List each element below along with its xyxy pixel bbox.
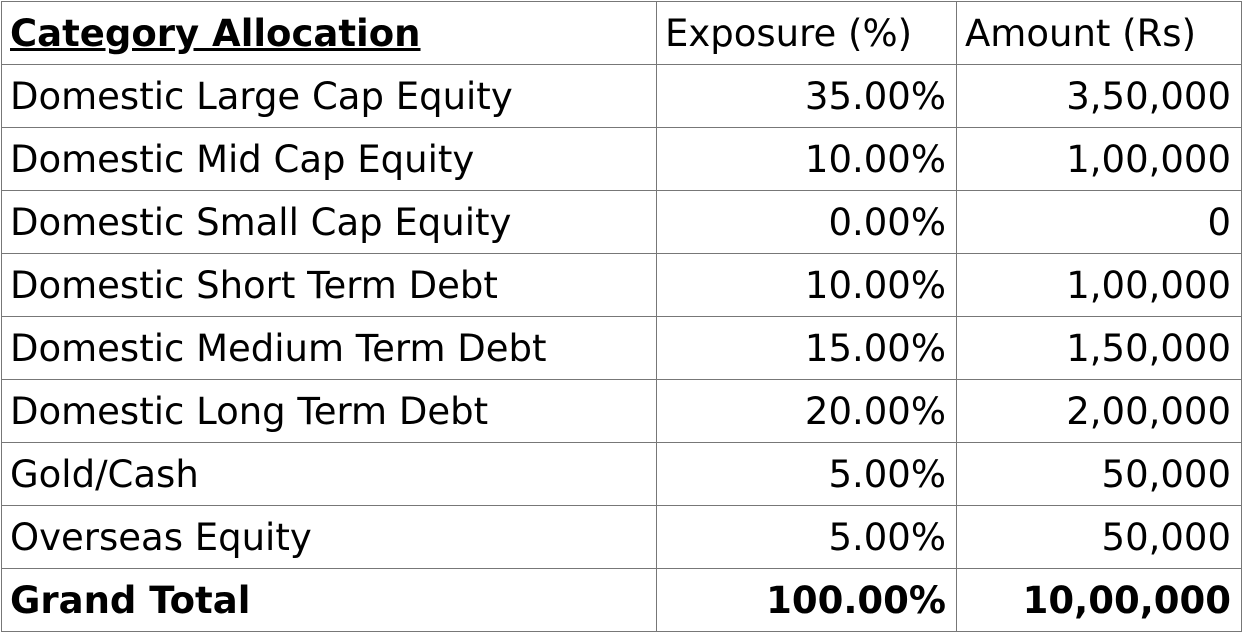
row-exposure: 15.00%: [656, 316, 957, 380]
row-category: Gold/Cash: [1, 442, 657, 506]
row-category: Domestic Large Cap Equity: [1, 64, 657, 128]
table-row: Overseas Equity 5.00% 50,000: [1, 505, 1242, 569]
row-category: Domestic Mid Cap Equity: [1, 127, 657, 191]
row-exposure: 10.00%: [656, 253, 957, 317]
table-row: Domestic Small Cap Equity 0.00% 0: [1, 190, 1242, 254]
row-amount: 1,00,000: [956, 253, 1242, 317]
row-exposure: 10.00%: [656, 127, 957, 191]
row-exposure: 5.00%: [656, 505, 957, 569]
header-amount: Amount (Rs): [956, 1, 1242, 65]
row-exposure: 20.00%: [656, 379, 957, 443]
table-row: Domestic Short Term Debt 10.00% 1,00,000: [1, 253, 1242, 317]
row-category: Overseas Equity: [1, 505, 657, 569]
header-exposure: Exposure (%): [656, 1, 957, 65]
row-amount: 50,000: [956, 505, 1242, 569]
total-exposure: 100.00%: [656, 568, 957, 632]
total-category: Grand Total: [1, 568, 657, 632]
header-category-label: Category Allocation: [10, 11, 421, 55]
row-exposure: 5.00%: [656, 442, 957, 506]
row-category: Domestic Small Cap Equity: [1, 190, 657, 254]
header-category: Category Allocation: [1, 1, 657, 65]
row-category: Domestic Medium Term Debt: [1, 316, 657, 380]
row-amount: 1,50,000: [956, 316, 1242, 380]
grand-total-row: Grand Total 100.00% 10,00,000: [1, 568, 1242, 632]
row-amount: 0: [956, 190, 1242, 254]
table-row: Gold/Cash 5.00% 50,000: [1, 442, 1242, 506]
table-row: Domestic Large Cap Equity 35.00% 3,50,00…: [1, 64, 1242, 128]
table-row: Domestic Medium Term Debt 15.00% 1,50,00…: [1, 316, 1242, 380]
row-amount: 50,000: [956, 442, 1242, 506]
row-amount: 1,00,000: [956, 127, 1242, 191]
row-category: Domestic Long Term Debt: [1, 379, 657, 443]
row-exposure: 0.00%: [656, 190, 957, 254]
total-amount: 10,00,000: [956, 568, 1242, 632]
header-row: Category Allocation Exposure (%) Amount …: [1, 1, 1242, 65]
row-category: Domestic Short Term Debt: [1, 253, 657, 317]
row-amount: 2,00,000: [956, 379, 1242, 443]
table-row: Domestic Long Term Debt 20.00% 2,00,000: [1, 379, 1242, 443]
table-row: Domestic Mid Cap Equity 10.00% 1,00,000: [1, 127, 1242, 191]
row-amount: 3,50,000: [956, 64, 1242, 128]
row-exposure: 35.00%: [656, 64, 957, 128]
